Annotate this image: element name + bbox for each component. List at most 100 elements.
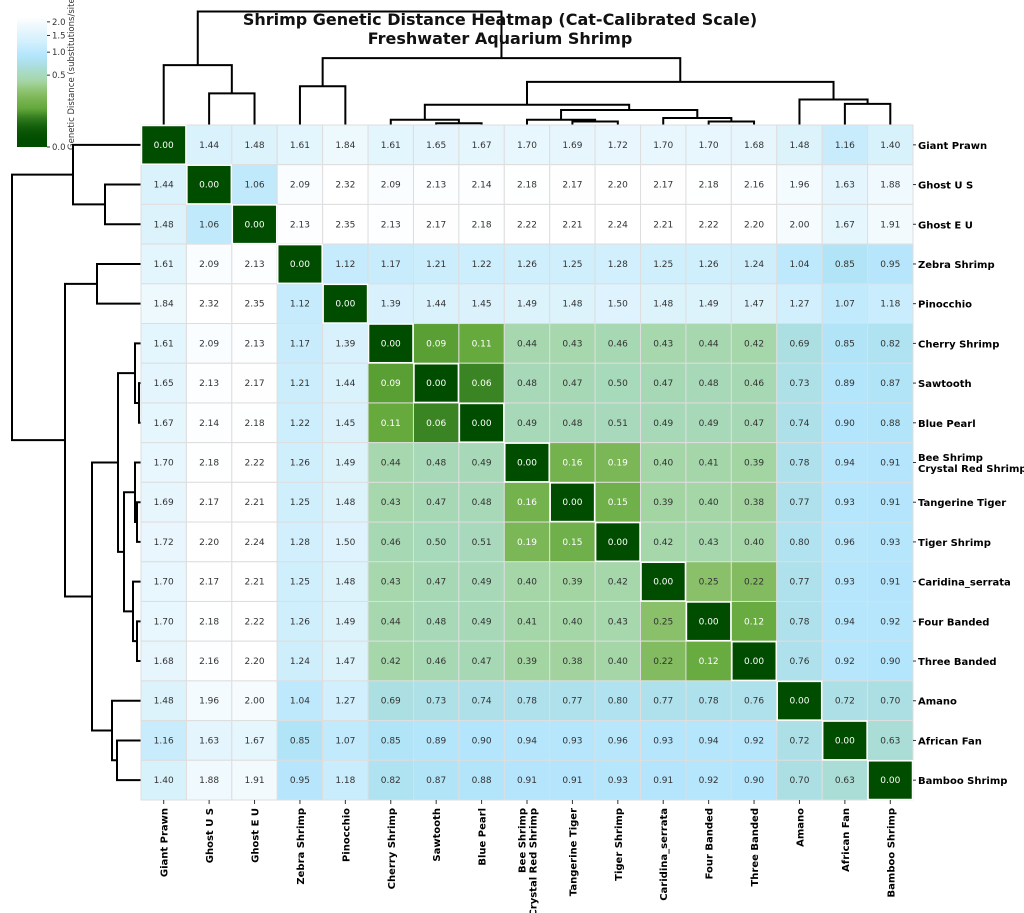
heatmap-cell: 1.25 xyxy=(640,243,687,285)
cell-value: 2.09 xyxy=(290,181,310,191)
cell-value: 0.76 xyxy=(744,697,764,707)
heatmap-cell: 1.26 xyxy=(685,243,732,285)
cell-value: 1.48 xyxy=(562,300,582,310)
row-labels: Giant Prawn Ghost U S Ghost E U Zebra Shrim… xyxy=(913,141,1024,787)
cell-value: 1.26 xyxy=(290,459,310,469)
dendrogram-link xyxy=(116,739,143,782)
column-label: Sawtooth xyxy=(432,808,443,862)
heatmap-cell: 1.48 xyxy=(549,283,596,325)
cell-value: 2.24 xyxy=(608,220,628,230)
heatmap-cell: 0.69 xyxy=(776,323,823,364)
heatmap-cell: 0.00 xyxy=(867,759,914,801)
heatmap-cell: 0.50 xyxy=(412,521,460,563)
heatmap-cell: 1.06 xyxy=(185,203,233,245)
cell-value: 0.00 xyxy=(608,538,628,548)
cell-value: 0.47 xyxy=(472,657,492,667)
row-label-line: Zebra Shrimp xyxy=(918,260,995,271)
cell-rect xyxy=(140,521,187,563)
cell-rect xyxy=(503,759,551,801)
cell-value: 1.63 xyxy=(199,736,219,746)
cell-rect xyxy=(503,362,551,404)
colorbar-tick-label: 0.0 xyxy=(52,143,66,153)
cell-value: 1.06 xyxy=(199,220,219,230)
cell-value: 0.41 xyxy=(699,459,719,469)
cell-value: 0.78 xyxy=(789,459,809,469)
cell-value: 0.46 xyxy=(608,339,628,349)
heatmap-cell: 0.92 xyxy=(821,640,869,682)
heatmap-cell: 0.90 xyxy=(867,640,914,682)
heatmap-cell: 0.46 xyxy=(594,323,642,364)
cell-value: 2.17 xyxy=(245,379,265,389)
cell-value: 0.63 xyxy=(880,736,900,746)
heatmap-cell: 0.77 xyxy=(640,680,687,722)
cell-value: 0.12 xyxy=(699,657,719,667)
dendrogram-link xyxy=(843,102,892,127)
heatmap-cell: 0.85 xyxy=(821,323,869,364)
heatmap-cell: 1.68 xyxy=(730,124,778,166)
heatmap-cell: 0.43 xyxy=(367,481,414,523)
cell-value: 0.88 xyxy=(472,776,492,786)
heatmap-cell: 1.27 xyxy=(322,680,369,722)
heatmap-cell: 2.32 xyxy=(185,283,233,325)
cell-value: 0.93 xyxy=(835,498,855,508)
cell-value: 1.48 xyxy=(245,141,265,151)
cell-rect xyxy=(503,680,551,722)
cell-value: 0.48 xyxy=(426,459,446,469)
heatmap-cell: 2.13 xyxy=(276,203,324,245)
heatmap-cell: 2.21 xyxy=(231,481,278,523)
cell-rect xyxy=(276,203,324,245)
heatmap-cell: 2.24 xyxy=(594,203,642,245)
heatmap-cell: 0.48 xyxy=(458,481,505,523)
cell-rect xyxy=(458,362,505,404)
heatmap-cell: 0.11 xyxy=(458,323,505,364)
row-dendrogram xyxy=(11,143,143,782)
cell-rect xyxy=(412,442,460,483)
heatmap-cell: 1.70 xyxy=(640,124,687,166)
cell-value: 0.48 xyxy=(517,379,537,389)
heatmap-cell: 2.22 xyxy=(503,203,551,245)
heatmap-cell: 2.14 xyxy=(185,402,233,444)
heatmap-cell: 0.00 xyxy=(367,323,414,364)
cell-value: 0.09 xyxy=(426,339,446,349)
cell-value: 1.27 xyxy=(789,300,809,310)
column-label: Three Banded xyxy=(750,808,761,887)
heatmap-cell: 0.41 xyxy=(685,442,732,483)
cell-value: 0.43 xyxy=(608,617,628,627)
cell-value: 0.85 xyxy=(290,736,310,746)
cell-rect xyxy=(185,402,233,444)
cell-rect xyxy=(640,124,687,166)
heatmap-cell: 0.73 xyxy=(412,680,460,722)
cell-value: 1.69 xyxy=(154,498,174,508)
cell-rect xyxy=(503,283,551,325)
heatmap-cell: 0.41 xyxy=(503,600,551,642)
column-label-line: Giant Prawn xyxy=(160,808,171,877)
cell-rect xyxy=(231,243,278,285)
cell-value: 0.11 xyxy=(472,339,492,349)
cell-value: 0.74 xyxy=(789,419,809,429)
heatmap-cell: 0.80 xyxy=(594,680,642,722)
cell-rect xyxy=(322,720,369,761)
heatmap-cell: 2.09 xyxy=(185,243,233,285)
dendrogram-link xyxy=(104,183,143,226)
cell-value: 1.67 xyxy=(154,419,174,429)
cell-value: 2.20 xyxy=(199,538,219,548)
heatmap-cell: 1.68 xyxy=(140,640,187,682)
column-label: Amano xyxy=(795,808,806,847)
cell-rect xyxy=(367,164,414,205)
cell-rect xyxy=(276,323,324,364)
cell-value: 0.00 xyxy=(426,379,446,389)
cell-rect xyxy=(730,481,778,523)
cell-value: 0.11 xyxy=(381,419,401,429)
heatmap-cell: 2.18 xyxy=(231,402,278,444)
heatmap-cell: 0.49 xyxy=(458,600,505,642)
heatmap-cell: 0.00 xyxy=(322,283,369,325)
cell-value: 0.91 xyxy=(880,578,900,588)
cell-value: 0.85 xyxy=(835,339,855,349)
heatmap-cell: 0.09 xyxy=(412,323,460,364)
title-line: Shrimp Genetic Distance Heatmap (Cat-Cal… xyxy=(242,10,758,29)
cell-rect xyxy=(185,283,233,325)
cell-value: 2.22 xyxy=(699,220,719,230)
diagonal-outline xyxy=(367,323,414,364)
diagonal-outline xyxy=(685,601,732,642)
cell-rect xyxy=(594,203,642,245)
